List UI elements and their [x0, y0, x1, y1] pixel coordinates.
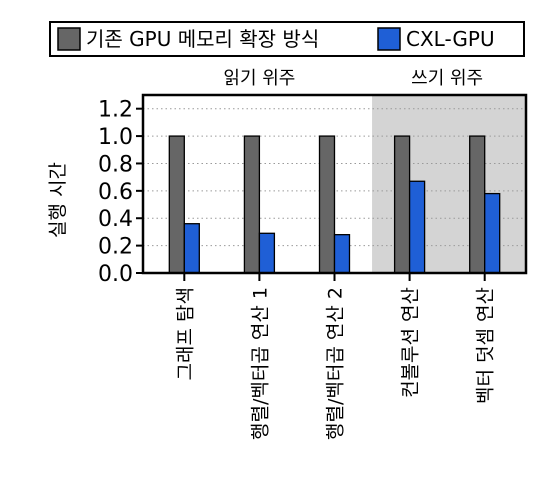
y-tick-label: 1.0 — [98, 125, 133, 150]
bar-cxl-gpu-3 — [408, 180, 426, 274]
x-tick-label: 벡터 덧셈 연산 — [475, 287, 497, 404]
group-label-write: 쓰기 위주 — [411, 68, 483, 89]
bar-baseline-2 — [318, 135, 336, 274]
bars — [168, 135, 501, 274]
x-tick-label: 행렬/벡터곱 연산 2 — [325, 287, 347, 440]
y-axis-label: 실행 시간 — [47, 162, 69, 238]
bar-baseline-3 — [393, 135, 411, 274]
x-tick-label: 행렬/벡터곱 연산 1 — [249, 287, 271, 440]
x-tick-label: 컨볼루션 연산 — [400, 287, 422, 398]
legend-label-baseline: 기존 GPU 메모리 확장 방식 — [86, 27, 319, 51]
y-tick-label: 0.6 — [98, 180, 133, 205]
y-ticks: 0.00.2 0.40.6 0.81.01.2 — [98, 98, 143, 287]
plot-frame — [141, 93, 528, 275]
legend-label-cxl: CXL-GPU — [406, 27, 495, 51]
x-ticks: 그래프 탐색 행렬/벡터곱 연산 1 행렬/벡터곱 연산 2 컨볼루션 연산 벡터 덧셈… — [174, 273, 497, 440]
y-tick-label: 0.8 — [98, 152, 133, 177]
y-tick-label: 0.4 — [98, 207, 133, 232]
bar-cxl-gpu-0 — [183, 223, 200, 274]
group-label-read: 읽기 위주 — [223, 68, 295, 89]
grid-lines — [143, 108, 526, 247]
bar-cxl-gpu-4 — [484, 192, 501, 274]
y-tick-label: 1.2 — [98, 98, 133, 123]
bar-baseline-1 — [243, 135, 261, 274]
bar-cxl-gpu-2 — [333, 234, 351, 274]
bar-baseline-4 — [469, 135, 486, 274]
bar-cxl-gpu-1 — [258, 232, 276, 274]
legend-swatch-cxl — [377, 27, 401, 51]
y-tick-label: 0.0 — [98, 262, 133, 287]
legend-swatch-baseline — [57, 27, 81, 51]
y-tick-label: 0.2 — [98, 235, 133, 260]
legend-box — [49, 21, 525, 57]
bar-baseline-0 — [168, 135, 185, 274]
legend: 기존 GPU 메모리 확장 방식 CXL-GPU — [49, 21, 525, 57]
x-tick-label: 그래프 탐색 — [174, 287, 196, 380]
